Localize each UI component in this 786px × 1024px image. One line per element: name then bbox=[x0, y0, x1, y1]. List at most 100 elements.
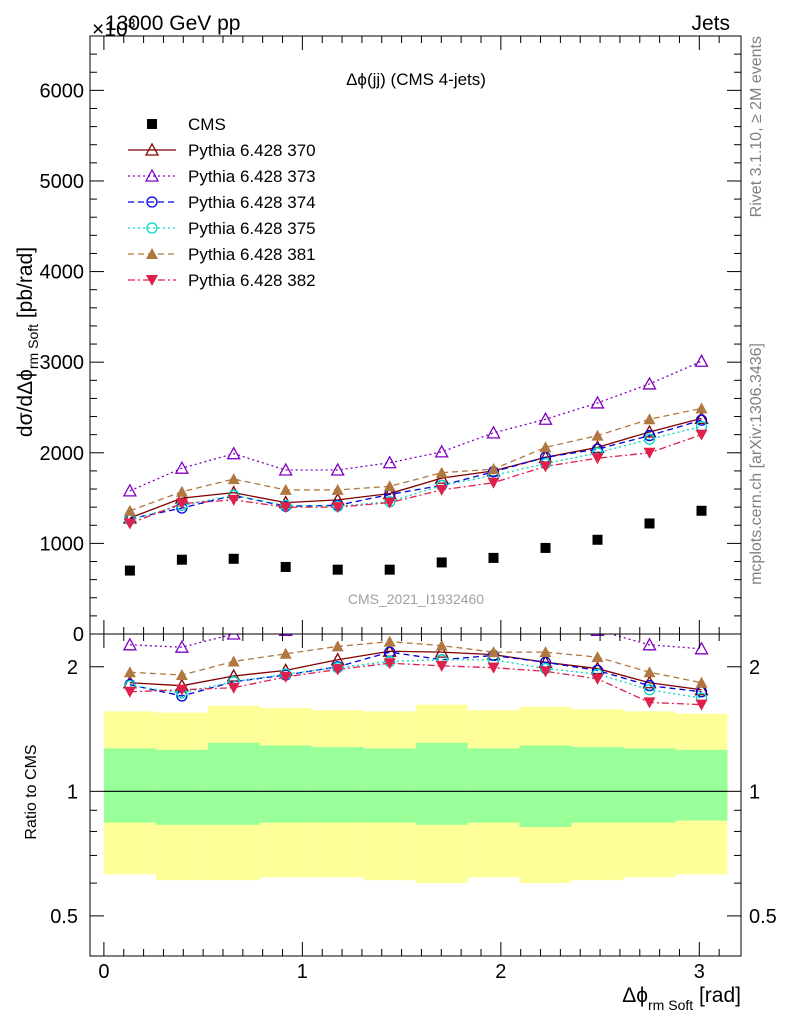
ratio-y-tick-labels: 0.5 0.5 1 1 2 2 bbox=[50, 657, 777, 928]
ratio-point bbox=[694, 641, 709, 655]
data-point bbox=[123, 518, 136, 530]
ratio-y-tick-label: 1 bbox=[67, 781, 78, 803]
data-point bbox=[332, 564, 343, 575]
data-point bbox=[280, 561, 291, 572]
ratio-point bbox=[434, 644, 449, 658]
exponent-label: ×103 bbox=[92, 15, 136, 41]
legend-label: Pythia 6.428 374 bbox=[188, 193, 316, 212]
y-tick-label: 3000 bbox=[40, 352, 85, 374]
legend-label: Pythia 6.428 370 bbox=[188, 141, 316, 160]
data-point bbox=[538, 411, 553, 425]
ratio-point bbox=[591, 673, 604, 685]
main-panel: 0 1000 2000 3000 4000 5000 6000 Δϕ(jj) (CMS 4-… bbox=[14, 35, 742, 646]
ratio-point bbox=[175, 684, 188, 696]
ratio-y-axis-label: Ratio to CMS bbox=[23, 744, 40, 839]
data-point bbox=[540, 542, 551, 553]
ratio-frame bbox=[89, 633, 742, 957]
data-point bbox=[383, 497, 396, 509]
legend-entry: Pythia 6.428 374 bbox=[128, 193, 316, 212]
series-line bbox=[129, 360, 702, 492]
legend-entry: Pythia 6.428 375 bbox=[128, 219, 316, 238]
ratio-point bbox=[539, 666, 552, 678]
ratio-y-tick-label: 0.5 bbox=[50, 906, 78, 928]
data-point bbox=[695, 414, 708, 426]
x-label-main: Δϕ bbox=[622, 984, 648, 1007]
data-point bbox=[227, 494, 240, 506]
data-point bbox=[591, 429, 604, 441]
series-4 bbox=[124, 420, 708, 526]
data-point bbox=[176, 554, 187, 565]
ratio-point bbox=[226, 668, 241, 682]
data-point bbox=[487, 477, 500, 489]
data-point bbox=[435, 466, 448, 478]
main-plot-layer bbox=[122, 353, 709, 576]
exponent-power: 3 bbox=[128, 15, 136, 31]
y-tick-label: 2000 bbox=[40, 443, 85, 465]
ratio-point bbox=[123, 666, 136, 678]
uncertainty-band-inner bbox=[207, 742, 260, 825]
ratio-line bbox=[129, 634, 702, 650]
header-right: Jets bbox=[691, 12, 730, 35]
ratio-point bbox=[384, 610, 396, 621]
rivet-label: Rivet 3.1.10, ≥ 2M events bbox=[748, 36, 765, 217]
uncertainty-band-inner bbox=[363, 748, 416, 823]
ratio-y-tick-label-right: 0.5 bbox=[749, 906, 777, 928]
legend-entry: CMS bbox=[147, 115, 226, 134]
ratio-series-3 bbox=[124, 654, 708, 704]
data-point bbox=[539, 441, 552, 453]
uncertainty-band-inner bbox=[415, 742, 468, 825]
uncertainty-band-inner bbox=[519, 745, 572, 827]
uncertainty-band-inner bbox=[571, 746, 624, 823]
uncertainty-band-inner bbox=[623, 748, 676, 823]
ratio-y-tick-label-right: 2 bbox=[749, 657, 760, 679]
ratio-point bbox=[278, 634, 293, 636]
ratio-series-5 bbox=[123, 658, 708, 711]
ratio-point bbox=[279, 671, 292, 683]
data-point bbox=[539, 461, 552, 473]
legend-marker bbox=[146, 275, 158, 286]
data-point bbox=[384, 564, 395, 575]
x-label-sub: rm Soft bbox=[648, 997, 693, 1013]
legend-label: Pythia 6.428 375 bbox=[188, 219, 316, 238]
ratio-point bbox=[331, 664, 344, 676]
data-point bbox=[695, 429, 708, 441]
legend-entry: Pythia 6.428 373 bbox=[128, 167, 316, 186]
data-point bbox=[383, 480, 396, 492]
legend-marker bbox=[146, 248, 158, 259]
ratio-point bbox=[279, 647, 292, 659]
ratio-point bbox=[331, 640, 344, 652]
y-tick-label: 5000 bbox=[40, 171, 85, 193]
data-point bbox=[123, 504, 136, 516]
ratio-point bbox=[487, 646, 500, 658]
data-point bbox=[331, 483, 344, 495]
legend-marker bbox=[144, 142, 160, 156]
data-point bbox=[330, 462, 345, 476]
series-3 bbox=[124, 414, 708, 525]
ratio-ticks bbox=[90, 634, 741, 957]
data-point bbox=[695, 402, 708, 414]
x-tick-label: 2 bbox=[495, 961, 506, 983]
ratio-y-tick-label-right: 1 bbox=[749, 781, 760, 803]
data-point bbox=[174, 460, 189, 474]
ratio-point bbox=[643, 684, 656, 696]
series-line bbox=[129, 417, 702, 519]
header-left: 13000 GeV pp bbox=[105, 12, 240, 35]
data-point bbox=[124, 565, 135, 576]
x-tick-label: 3 bbox=[694, 961, 705, 983]
data-point bbox=[642, 376, 657, 390]
legend-marker bbox=[144, 168, 160, 182]
ratio-point bbox=[539, 646, 552, 658]
y-label-unit: [pb/rad] bbox=[14, 247, 37, 324]
ratio-point bbox=[122, 637, 137, 651]
ratio-point bbox=[694, 682, 709, 696]
exponent-prefix: ×10 bbox=[92, 18, 128, 41]
data-point bbox=[590, 439, 605, 454]
y-label-main: dσ/dΔϕ bbox=[14, 369, 37, 437]
uncertainty-band-inner bbox=[675, 749, 728, 821]
ratio-line bbox=[129, 651, 702, 697]
ratio-series-4 bbox=[123, 635, 708, 688]
data-point bbox=[694, 411, 709, 425]
data-point bbox=[488, 552, 499, 563]
ratio-content bbox=[103, 610, 728, 884]
